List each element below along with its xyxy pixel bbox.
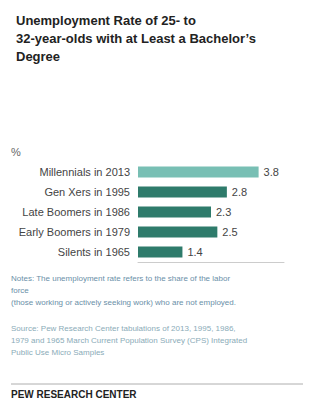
- svg-text:Degree: Degree: [16, 49, 60, 64]
- svg-text:Unemployment Rate of 25- to: Unemployment Rate of 25- to: [16, 13, 196, 28]
- svg-text:PEW RESEARCH CENTER: PEW RESEARCH CENTER: [11, 389, 137, 400]
- svg-text:Late Boomers in 1986: Late Boomers in 1986: [22, 206, 130, 218]
- svg-text:(those working or actively see: (those working or actively seeking work)…: [11, 298, 236, 307]
- svg-text:Gen Xers in 1995: Gen Xers in 1995: [44, 186, 130, 198]
- svg-text:Source: Pew Research Center ta: Source: Pew Research Center tabulations …: [11, 324, 236, 333]
- svg-text:2.5: 2.5: [222, 226, 237, 238]
- svg-text:2.3: 2.3: [216, 206, 231, 218]
- svg-text:Early Boomers in 1979: Early Boomers in 1979: [19, 226, 130, 238]
- svg-text:1.4: 1.4: [187, 246, 202, 258]
- svg-text:Notes: The unemployment rate r: Notes: The unemployment rate refers to t…: [11, 274, 232, 283]
- svg-text:32-year-olds with at Least a B: 32-year-olds with at Least a Bachelor’s: [16, 31, 256, 46]
- svg-text:Silents in 1965: Silents in 1965: [58, 246, 130, 258]
- svg-text:Millennials in 2013: Millennials in 2013: [40, 166, 131, 178]
- svg-text:Public Use Micro Samples: Public Use Micro Samples: [11, 348, 104, 357]
- svg-text:1979 and 1965 March Current Po: 1979 and 1965 March Current Population S…: [11, 336, 247, 345]
- svg-text:%: %: [11, 146, 21, 158]
- svg-text:force: force: [11, 286, 29, 295]
- svg-text:3.8: 3.8: [264, 166, 279, 178]
- svg-text:2.8: 2.8: [232, 186, 247, 198]
